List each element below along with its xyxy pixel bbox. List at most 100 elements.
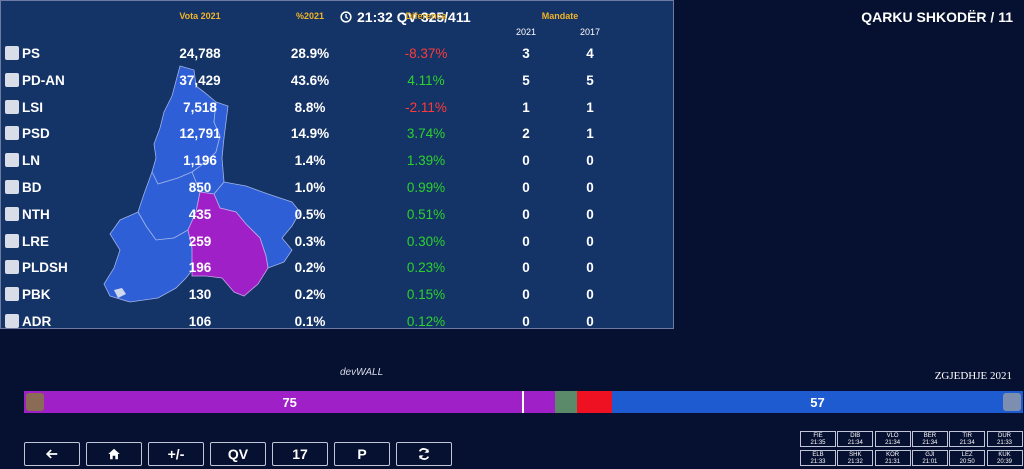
seats-2021-cell: 0 [522, 153, 530, 169]
back-button[interactable] [24, 442, 80, 466]
ln-logo-icon [5, 153, 19, 168]
party-name: LN [22, 153, 40, 169]
map-area-southwest[interactable] [103, 211, 195, 303]
district-time: 21:33 [996, 439, 1012, 446]
district-code: DUR [998, 433, 1011, 439]
right-leader-avatar [1003, 393, 1021, 411]
percent-cell: 0.5% [294, 206, 326, 222]
district-cell[interactable]: KUK 20:39 [986, 450, 1023, 466]
table-row[interactable]: PSD 12,791 14.9% 3.74% 2 1 [0, 120, 674, 147]
pldsh-logo-icon [5, 260, 19, 275]
time-label-text: 21:32 QV 325/411 [357, 9, 471, 25]
refresh-button[interactable] [396, 442, 452, 466]
table-row[interactable]: PBK 130 0.2% 0.15% 0 0 [0, 281, 674, 308]
arrow-left-icon [45, 447, 59, 461]
votes-cell: 196 [188, 260, 212, 276]
district-code: VLO [886, 433, 899, 439]
seat-bar-segment: 75 [24, 391, 556, 413]
diff-cell: -2.11% [405, 99, 447, 115]
diff-cell: 0.15% [406, 287, 446, 303]
district-cell[interactable]: DUR 21:33 [986, 431, 1023, 447]
table-row[interactable]: PS 24,788 28.9% -8.37% 3 4 [0, 40, 674, 67]
majority-line [522, 391, 524, 413]
p-button[interactable]: P [334, 442, 390, 466]
home-button[interactable] [86, 442, 142, 466]
district-cell[interactable]: FIE 21:35 [800, 431, 836, 447]
percent-cell: 43.6% [290, 72, 330, 88]
district-code: LEZ [961, 452, 973, 458]
col-header-votes: Vota 2021 [179, 11, 221, 21]
qv-button[interactable]: QV [210, 442, 266, 466]
adr-logo-icon [5, 314, 19, 328]
votes-cell: 24,788 [179, 46, 221, 61]
district-time: 21:34 [959, 439, 975, 446]
zgjedhje-label: ZGJEDHJE 2021 [934, 370, 1012, 382]
district-time: 20:39 [996, 458, 1012, 465]
percent-cell: 1.4% [294, 153, 326, 169]
diff-cell: 4.11% [407, 72, 445, 88]
seats-2017-cell: 0 [586, 260, 594, 276]
party-name: PD-AN [22, 72, 65, 88]
district-time: 21:32 [847, 458, 863, 465]
percent-cell: 1.0% [294, 180, 326, 195]
table-row[interactable]: PD-AN 37,429 43.6% 4.11% 5 5 [0, 67, 674, 94]
nth-logo-icon [5, 206, 19, 221]
district-cell[interactable]: TIR 21:34 [949, 431, 986, 447]
table-row[interactable]: PLDSH 196 0.2% 0.23% 0 0 [0, 254, 674, 281]
table-row[interactable]: NTH 435 0.5% 0.51% 0 0 [0, 201, 674, 228]
district-code: KUK [998, 452, 1011, 458]
district-time: 21:31 [885, 458, 901, 465]
table-row[interactable]: LN 1,196 1.4% 1.39% 0 0 [0, 147, 674, 174]
district-code: BER [923, 433, 937, 439]
col-header-diff: Diferenca [405, 11, 447, 21]
votes-cell: 850 [188, 180, 212, 195]
district-cell[interactable]: ELB 21:33 [800, 450, 836, 466]
votes-cell: 106 [188, 314, 212, 329]
seats-2021-cell: 0 [522, 314, 530, 329]
district-time: 21:35 [810, 439, 826, 446]
district-cell[interactable]: SHK 21:32 [837, 450, 874, 466]
seats-2017-cell: 1 [586, 126, 594, 142]
seat-bar: 75 57 [24, 391, 1023, 413]
percent-cell: 0.2% [294, 260, 326, 276]
seats-2021-cell: 1 [522, 99, 530, 115]
party-name: ADR [22, 314, 52, 329]
table-row[interactable]: BD 850 1.0% 0.99% 0 0 [0, 174, 674, 201]
clock-icon [340, 11, 352, 23]
diff-cell: 0.51% [406, 206, 446, 222]
district-time: 21:34 [885, 439, 901, 446]
district-cell[interactable]: BER 21:34 [911, 431, 948, 447]
district-cell[interactable]: VLO 21:34 [874, 431, 911, 447]
seats-2017-cell: 5 [586, 72, 594, 88]
map-area-coast [114, 288, 126, 298]
district-cell[interactable]: LEZ 20:50 [949, 450, 986, 466]
refresh-icon [417, 447, 431, 461]
bd-logo-icon [5, 180, 19, 194]
seats-2021-cell: 0 [522, 206, 530, 222]
votes-cell: 130 [188, 287, 212, 303]
table-row[interactable]: ADR 106 0.1% 0.12% 0 0 [0, 308, 674, 335]
district-time: 21:34 [847, 439, 863, 446]
table-row[interactable]: LSI 7,518 8.8% -2.11% 1 1 [0, 94, 674, 121]
seats-2017-cell: 0 [586, 314, 594, 329]
district-cell[interactable]: KOR 21:31 [874, 450, 911, 466]
district-code: FIE [813, 433, 823, 439]
district-cell[interactable]: GJI 21:01 [911, 450, 948, 466]
district-cell[interactable]: DIB 21:34 [837, 431, 874, 447]
plus-minus-button[interactable]: +/- [148, 442, 204, 466]
map-area-highlighted[interactable] [187, 191, 269, 297]
number-button[interactable]: 17 [272, 442, 328, 466]
table-row[interactable]: LRE 259 0.3% 0.30% 0 0 [0, 228, 674, 255]
diff-cell: 0.99% [406, 180, 446, 195]
region-title: QARKU SHKODËR / 11 [861, 9, 1013, 25]
district-code: TIR [962, 433, 973, 439]
ps-logo-icon [5, 46, 19, 60]
party-name: PBK [22, 287, 51, 303]
votes-cell: 37,429 [179, 72, 221, 88]
percent-cell: 0.1% [294, 314, 326, 329]
diff-cell: -8.37% [404, 46, 448, 61]
party-name: LSI [22, 99, 44, 115]
district-code: GJI [925, 452, 935, 458]
seats-2021-cell: 0 [522, 260, 530, 276]
district-time: 20:50 [959, 458, 975, 465]
